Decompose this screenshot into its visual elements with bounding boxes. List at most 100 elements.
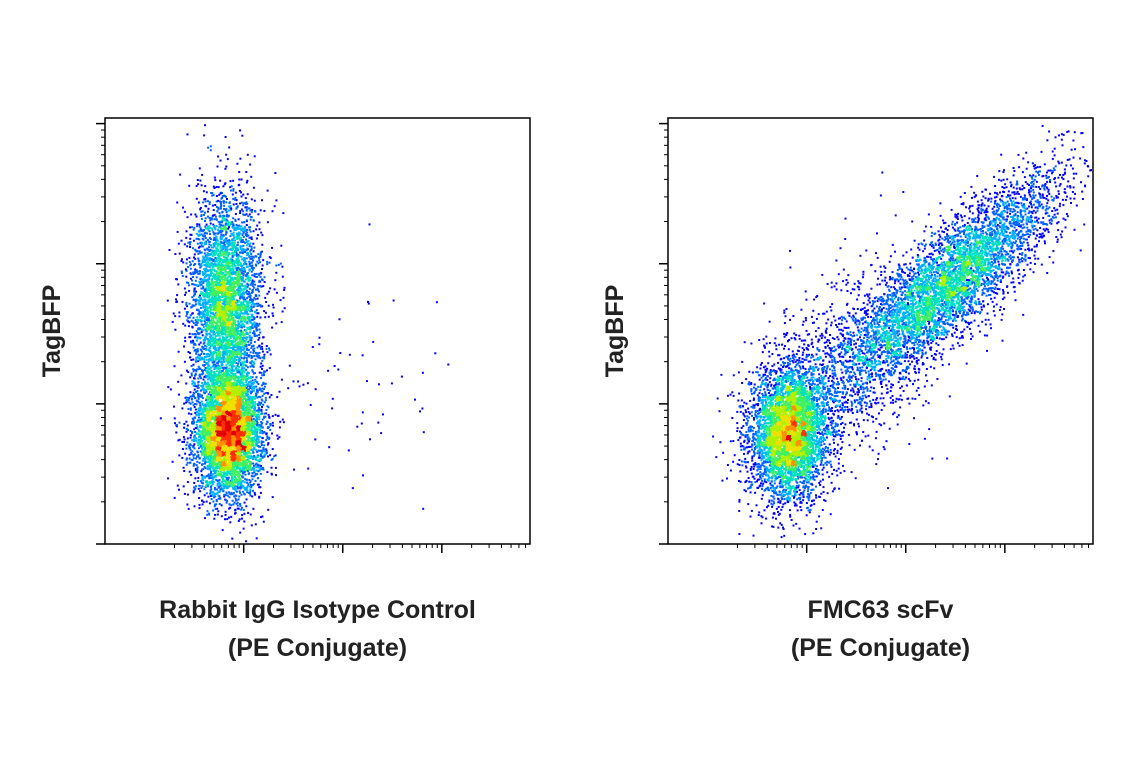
event-dot: [194, 416, 197, 419]
event-dot: [279, 420, 282, 423]
event-dot: [231, 404, 234, 407]
event-dot: [245, 408, 248, 410]
event-dot: [258, 441, 260, 444]
event-dot: [215, 467, 217, 470]
event-dot: [193, 453, 196, 456]
event-dot: [250, 448, 253, 451]
event-dot: [251, 472, 254, 475]
event-dot: [215, 492, 218, 495]
event-dot: [245, 498, 248, 501]
event-dot: [184, 396, 187, 399]
event-dot: [255, 424, 258, 426]
event-dot: [220, 515, 223, 518]
event-dot: [159, 417, 162, 420]
event-dot: [241, 517, 243, 520]
event-dot: [236, 411, 239, 414]
event-dot: [189, 443, 192, 446]
event-dot: [251, 379, 254, 382]
event-dot: [192, 457, 195, 460]
event-dot: [233, 501, 236, 504]
event-dot: [239, 504, 242, 507]
event-dot: [198, 447, 200, 450]
event-dot: [197, 408, 200, 411]
event-dot: [259, 472, 262, 475]
event-dot: [247, 443, 250, 446]
event-dot: [212, 444, 214, 447]
event-dot: [188, 397, 191, 399]
event-dot: [263, 401, 266, 404]
event-dot: [242, 442, 245, 445]
event-dot: [231, 410, 234, 413]
event-dot: [254, 440, 257, 443]
event-dot: [255, 469, 258, 472]
event-dot: [216, 482, 219, 485]
event-dot: [199, 450, 202, 453]
event-dot: [257, 436, 260, 439]
event-dot: [203, 453, 206, 456]
event-dot: [238, 495, 241, 498]
event-dot: [235, 494, 238, 497]
event-dot: [215, 444, 217, 447]
event-dot: [183, 441, 185, 443]
event-dot: [271, 432, 273, 435]
event-dot: [248, 411, 251, 413]
event-dot: [267, 413, 270, 416]
event-dot: [196, 469, 199, 472]
event-dot: [206, 454, 209, 457]
event-dot: [214, 427, 217, 430]
event-dot: [246, 462, 249, 465]
event-dot: [228, 416, 231, 419]
event-dot: [204, 428, 207, 431]
event-dot: [256, 483, 259, 486]
event-dot: [265, 423, 268, 426]
event-dot: [278, 426, 281, 429]
event-dot: [202, 501, 205, 504]
event-dot: [205, 389, 207, 392]
event-dot: [198, 395, 201, 398]
event-dot: [214, 442, 217, 445]
event-dot: [197, 412, 200, 415]
event-dot: [224, 513, 227, 516]
event-dot: [202, 442, 204, 445]
event-dot: [195, 403, 198, 406]
event-dot: [203, 466, 206, 468]
event-dot: [218, 459, 221, 462]
event-dot: [250, 443, 253, 446]
event-dot: [200, 433, 202, 436]
event-dot: [211, 423, 214, 426]
event-dot: [195, 464, 198, 467]
event-dot: [201, 463, 204, 466]
event-dot: [219, 404, 222, 407]
event-dot: [260, 442, 263, 445]
event-dot: [250, 424, 253, 427]
event-dot: [206, 510, 209, 513]
event-dot: [208, 455, 211, 458]
event-dot: [256, 477, 259, 480]
event-dot: [227, 468, 230, 471]
event-dot: [212, 509, 215, 512]
event-dot: [200, 474, 203, 477]
event-dot: [218, 444, 221, 447]
event-dot: [242, 357, 245, 360]
event-dot: [222, 415, 225, 417]
event-dot: [183, 422, 186, 425]
event-dot: [223, 475, 226, 478]
event-dot: [228, 448, 231, 451]
event-dot: [206, 475, 209, 477]
event-dot: [224, 438, 227, 441]
event-dot: [192, 490, 195, 493]
event-dot: [178, 488, 180, 491]
event-dot: [215, 479, 218, 482]
event-dot: [261, 364, 264, 367]
event-dot: [198, 497, 201, 499]
event-dot: [232, 424, 234, 427]
event-dot: [254, 493, 257, 496]
event-dot: [185, 447, 188, 450]
event-dot: [167, 477, 169, 480]
event-dot: [242, 465, 245, 468]
event-dot: [249, 513, 252, 516]
event-dot: [237, 440, 240, 442]
event-dot: [265, 449, 268, 452]
event-dot: [174, 422, 176, 425]
event-dot: [241, 480, 244, 482]
